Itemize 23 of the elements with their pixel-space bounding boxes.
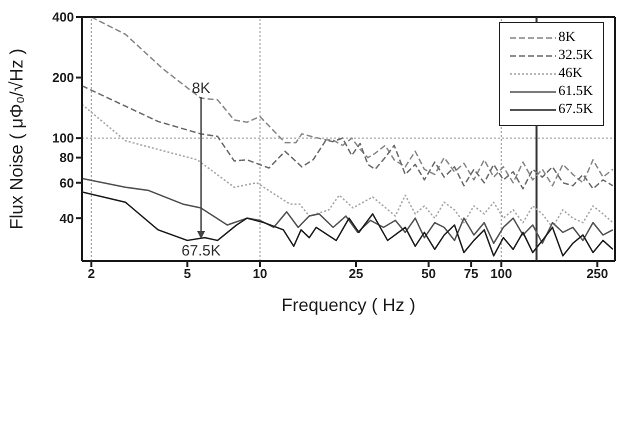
y-tick-label: 60 xyxy=(60,175,74,190)
annotation: 67.5K xyxy=(181,242,221,260)
x-tick-label: 10 xyxy=(252,266,268,282)
legend-label: 32.5K xyxy=(558,48,593,64)
x-axis-title: Frequency ( Hz ) xyxy=(281,295,416,315)
y-tick-label: 100 xyxy=(52,130,74,146)
x-tick-label: 25 xyxy=(348,266,364,282)
x-tick-label: 2 xyxy=(88,266,95,282)
x-tick-label: 100 xyxy=(490,266,512,282)
annotation: 8K xyxy=(192,80,210,98)
legend-label: 61.5K xyxy=(558,84,593,100)
x-tick-label: 5 xyxy=(184,266,191,282)
y-tick-label: 400 xyxy=(52,10,74,25)
legend-label: 67.5K xyxy=(558,102,593,118)
x-tick-label: 75 xyxy=(464,266,478,282)
x-tick-label: 250 xyxy=(586,266,608,282)
legend-label: 8K xyxy=(558,30,576,46)
x-tick-label: 50 xyxy=(421,266,436,282)
y-tick-label: 200 xyxy=(52,70,74,86)
y-axis-title: Flux Noise ( μΦ₀/√Hz ) xyxy=(6,48,26,230)
y-tick-label: 80 xyxy=(60,150,74,166)
legend-label: 46K xyxy=(558,66,582,82)
y-tick-label: 40 xyxy=(60,210,74,226)
